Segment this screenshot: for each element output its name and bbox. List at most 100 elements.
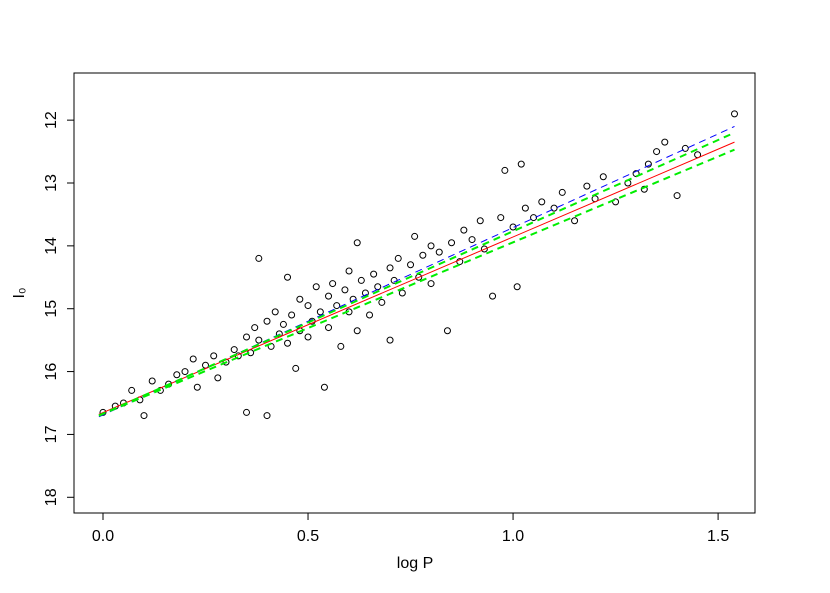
point (345, 267, 353, 275)
point (312, 283, 320, 291)
point (521, 204, 529, 212)
point (427, 242, 435, 250)
point (480, 245, 488, 253)
y-tick-label: 17 (43, 425, 60, 443)
point (411, 232, 419, 240)
point (263, 412, 271, 420)
x-axis-label: log P (397, 555, 433, 572)
point (255, 254, 263, 262)
x-tick-label: 0.5 (297, 528, 319, 545)
point (443, 327, 451, 335)
point (599, 173, 607, 181)
point (222, 358, 230, 366)
point (337, 342, 345, 350)
point (193, 383, 201, 391)
point (271, 308, 279, 316)
point (279, 320, 287, 328)
point (681, 144, 689, 152)
point (571, 217, 579, 225)
point (316, 308, 324, 316)
point (288, 311, 296, 319)
point (489, 292, 497, 300)
point (468, 236, 476, 244)
point (497, 214, 505, 222)
point (448, 239, 456, 247)
point (329, 280, 337, 288)
point (386, 336, 394, 344)
point (230, 346, 238, 354)
point (513, 283, 521, 291)
point (243, 333, 251, 341)
point (517, 160, 525, 168)
point (673, 192, 681, 200)
point (558, 188, 566, 196)
point (394, 254, 402, 262)
y-tick-label: 13 (43, 174, 60, 192)
point (427, 280, 435, 288)
y-tick-label: 16 (43, 363, 60, 381)
point (325, 292, 333, 300)
point (210, 352, 218, 360)
point (243, 408, 251, 416)
point (460, 226, 468, 234)
point (501, 166, 509, 174)
point (284, 273, 292, 281)
point (181, 368, 189, 376)
y-axis-label: I₀ (11, 287, 28, 298)
x-tick-label: 1.5 (707, 528, 729, 545)
x-tick-label: 1.0 (502, 528, 524, 545)
point (374, 283, 382, 291)
point (398, 289, 406, 297)
point (612, 198, 620, 206)
point (173, 371, 181, 379)
x-tick-label: 0.0 (92, 528, 114, 545)
point (407, 261, 415, 269)
point (251, 324, 259, 332)
y-tick-label: 15 (43, 300, 60, 318)
fit-line (98, 141, 735, 415)
point (333, 302, 341, 310)
point (304, 333, 312, 341)
point (353, 239, 361, 247)
fit-line (98, 148, 735, 417)
point (730, 110, 738, 118)
point (366, 311, 374, 319)
point (530, 214, 538, 222)
y-tick-label: 14 (43, 237, 60, 255)
y-tick-label: 12 (43, 111, 60, 129)
point (632, 170, 640, 178)
point (189, 355, 197, 363)
point (263, 317, 271, 325)
point (296, 295, 304, 303)
point (583, 182, 591, 190)
point (370, 270, 378, 278)
point (550, 204, 558, 212)
point (378, 298, 386, 306)
point (644, 160, 652, 168)
point (509, 223, 517, 231)
point (661, 138, 669, 146)
point (476, 217, 484, 225)
point (435, 248, 443, 256)
point (320, 383, 328, 391)
point (386, 264, 394, 272)
point (419, 251, 427, 259)
plot-box (73, 72, 756, 514)
fit-line (98, 125, 735, 418)
point (640, 185, 648, 193)
point (538, 198, 546, 206)
point (214, 374, 222, 382)
point (140, 412, 148, 420)
point (304, 302, 312, 310)
point (292, 364, 300, 372)
point (353, 327, 361, 335)
point (357, 276, 365, 284)
point (325, 324, 333, 332)
point (284, 339, 292, 347)
point (341, 286, 349, 294)
point (128, 386, 136, 394)
y-tick-label: 18 (43, 488, 60, 506)
fit-line (98, 131, 735, 417)
point (653, 148, 661, 156)
